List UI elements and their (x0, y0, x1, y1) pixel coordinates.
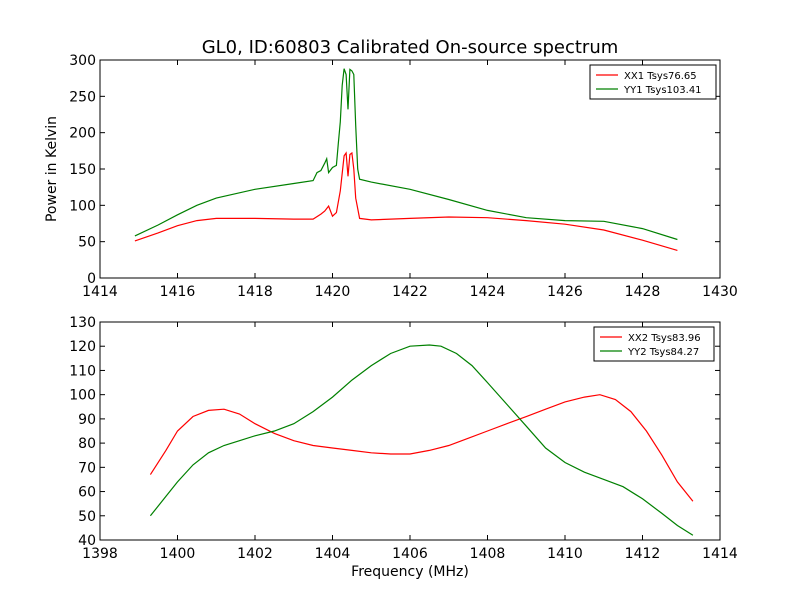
y-tick-label: 130 (69, 315, 96, 331)
x-tick-label: 1398 (82, 546, 118, 562)
y-tick-label: 150 (69, 162, 96, 178)
x-tick-label: 1410 (547, 546, 583, 562)
x-tick-label: 1420 (315, 284, 351, 300)
y-tick-label: 40 (78, 533, 96, 549)
y-tick-label: 300 (69, 53, 96, 69)
x-tick-label: 1430 (702, 284, 738, 300)
x-tick-label: 1424 (470, 284, 506, 300)
legend: XX1 Tsys76.65 YY1 Tsys103.41 (589, 64, 717, 100)
x-tick-label: 1404 (315, 546, 351, 562)
bottom-chart-panel: 1398 1400 1402 1404 1406 1408 1410 1412 1414 40 50… (69, 315, 738, 562)
y-tick-label: 120 (69, 339, 96, 355)
y-tick-label: 80 (78, 436, 96, 452)
legend-label: YY1 Tsys103.41 (623, 85, 702, 96)
x-tick-label: 1426 (547, 284, 583, 300)
legend: XX2 Tsys83.96 YY2 Tsys84.27 (593, 326, 715, 362)
series-line-2-1 (149, 394, 694, 502)
legend-label: YY2 Tsys84.27 (627, 347, 699, 358)
x-tick-label: 1406 (392, 546, 428, 562)
figure-title: GL0, ID:60803 Calibrated On-source spect… (202, 37, 619, 58)
y-tick-label: 70 (78, 460, 96, 476)
x-axis-label: Frequency (MHz) (351, 564, 469, 580)
x-tick-label: 1416 (160, 284, 196, 300)
x-tick-label: 1402 (237, 546, 273, 562)
series-line-2-2 (149, 344, 694, 536)
legend-label: XX1 Tsys76.65 (624, 71, 697, 82)
y-tick-label: 200 (69, 126, 96, 142)
y-tick-label: 60 (78, 485, 96, 501)
x-tick-label: 1414 (702, 546, 738, 562)
x-tick-label: 1418 (237, 284, 273, 300)
x-tick-label: 1408 (470, 546, 506, 562)
legend-box (589, 64, 717, 100)
y-tick-label: 0 (87, 271, 96, 287)
legend-label: XX2 Tsys83.96 (628, 333, 701, 344)
series-line-1-2 (134, 68, 678, 241)
top-chart-panel: 1414 1416 1418 1420 1422 1424 1426 1428 1430 0 50 1… (44, 53, 738, 300)
series-line-1-1 (134, 151, 678, 251)
x-tick-label: 1412 (625, 546, 661, 562)
y-tick-label: 100 (69, 388, 96, 404)
x-tick-label: 1428 (625, 284, 661, 300)
y-tick-label: 100 (69, 198, 96, 214)
y-tick-label: 250 (69, 89, 96, 105)
x-tick-label: 1414 (82, 284, 118, 300)
x-tick-label: 1422 (392, 284, 428, 300)
y-tick-label: 90 (78, 412, 96, 428)
y-tick-label: 110 (69, 363, 96, 379)
legend-box (593, 326, 715, 362)
y-tick-label: 50 (78, 235, 96, 251)
y-tick-label: 50 (78, 509, 96, 525)
y-axis-label: Power in Kelvin (44, 116, 60, 222)
x-tick-label: 1400 (160, 546, 196, 562)
